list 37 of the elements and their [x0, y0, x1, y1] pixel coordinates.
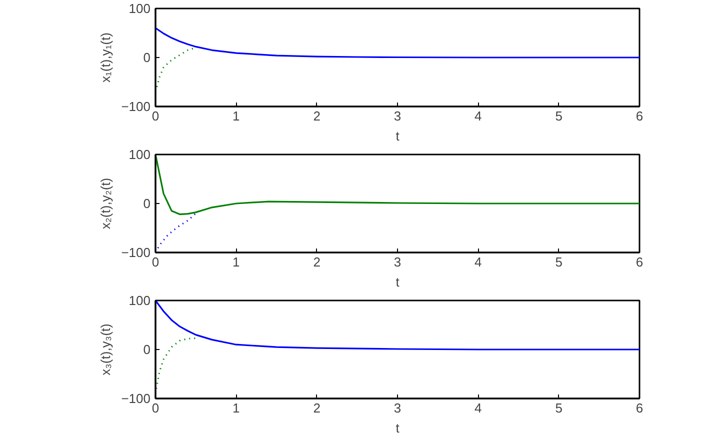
y-tick-label: 100 — [128, 147, 151, 162]
x-tick-label: 4 — [474, 108, 482, 124]
y-tick-label: −100 — [121, 245, 151, 260]
x-tick-label: 2 — [313, 108, 320, 124]
x-axis-title: t — [396, 274, 400, 290]
y-tick-label: −100 — [121, 391, 151, 406]
line-series — [156, 154, 640, 216]
y-tick-label: 0 — [143, 196, 151, 211]
x-tick-label: 1 — [232, 254, 240, 270]
y-tick-label: 100 — [128, 1, 151, 16]
x-tick-label: 5 — [555, 254, 562, 270]
x-tick-label: 1 — [232, 400, 240, 416]
x-tick-label: 3 — [394, 400, 402, 416]
line-series — [156, 337, 197, 390]
x-tick-label: 2 — [313, 254, 320, 270]
y-tick-label: 0 — [143, 50, 151, 65]
line-series — [156, 300, 640, 350]
x-axis-title: t — [396, 420, 400, 436]
y-tick-label: 100 — [128, 293, 151, 308]
x-tick-label: 1 — [232, 108, 240, 124]
x-tick-label: 3 — [394, 108, 402, 124]
line-series — [156, 27, 640, 58]
x-tick-label: 6 — [636, 254, 644, 270]
x-tick-label: 2 — [313, 400, 320, 416]
y-axis-title: x₃(t),y₃(t) — [98, 324, 114, 376]
x-tick-label: 5 — [555, 108, 562, 124]
x-axis-title: t — [396, 128, 400, 144]
y-tick-label: 0 — [143, 342, 151, 357]
x-tick-label: 4 — [474, 400, 482, 416]
x-tick-label: 3 — [394, 254, 402, 270]
x-tick-label: 6 — [636, 400, 644, 416]
x-tick-label: 5 — [555, 400, 562, 416]
y-tick-label: −100 — [121, 99, 151, 114]
y-axis-title: x₁(t),y₁(t) — [98, 32, 114, 82]
y-axis-title: x₂(t),y₂(t) — [98, 178, 114, 230]
x-tick-label: 6 — [636, 108, 644, 124]
x-tick-label: 4 — [474, 254, 482, 270]
